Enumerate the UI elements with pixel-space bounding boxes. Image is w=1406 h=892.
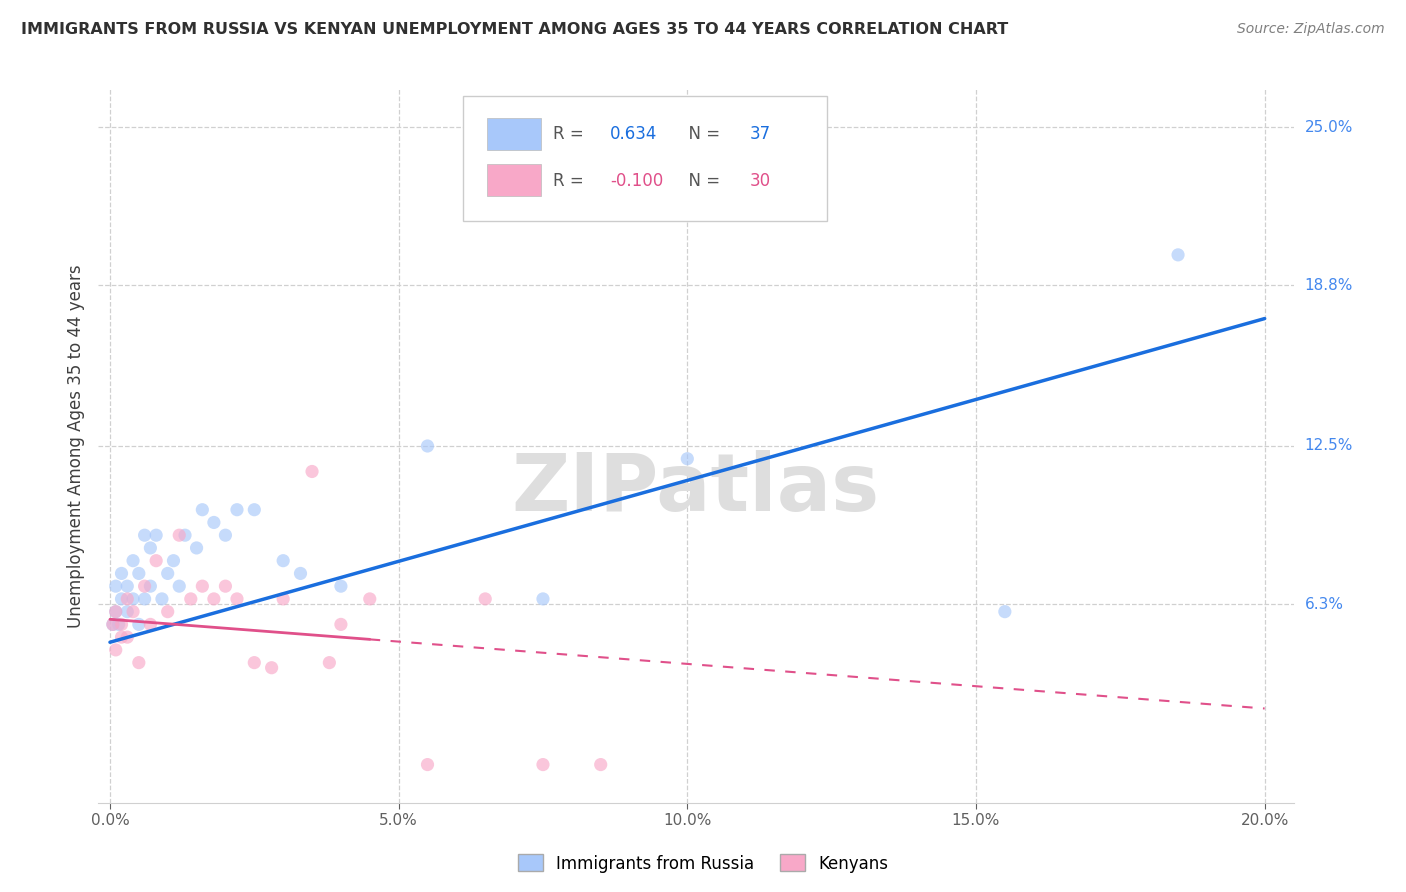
Point: [156, 605, 179, 619]
Point: [104, 643, 127, 657]
Point: [104, 605, 127, 619]
Point: [589, 197, 612, 211]
Text: 18.8%: 18.8%: [1305, 278, 1353, 293]
Point: [128, 617, 150, 632]
Point: [243, 656, 266, 670]
Text: 30: 30: [749, 171, 770, 189]
Point: [139, 541, 162, 555]
Point: [318, 656, 340, 670]
Point: [301, 465, 323, 479]
FancyBboxPatch shape: [486, 118, 540, 150]
Point: [191, 502, 214, 516]
Legend: Immigrants from Russia, Kenyans: Immigrants from Russia, Kenyans: [512, 847, 894, 880]
FancyBboxPatch shape: [486, 164, 540, 196]
Point: [174, 528, 197, 542]
Point: [290, 566, 312, 581]
Point: [271, 554, 294, 568]
Point: [122, 591, 145, 606]
Text: R =: R =: [553, 171, 589, 189]
Text: 0.634: 0.634: [610, 125, 657, 143]
Text: N =: N =: [678, 171, 725, 189]
Point: [107, 617, 129, 632]
Point: [416, 757, 439, 772]
Point: [359, 591, 381, 606]
Text: 12.5%: 12.5%: [1305, 439, 1353, 453]
Point: [117, 579, 139, 593]
Point: [531, 591, 554, 606]
Point: [589, 757, 612, 772]
Point: [122, 605, 145, 619]
Point: [180, 591, 202, 606]
Point: [110, 566, 132, 581]
Point: [156, 566, 179, 581]
Point: [122, 554, 145, 568]
Point: [1167, 248, 1189, 262]
FancyBboxPatch shape: [463, 96, 827, 221]
Point: [186, 541, 208, 555]
Point: [329, 617, 352, 632]
Point: [150, 591, 173, 606]
Point: [101, 617, 124, 632]
Point: [134, 528, 156, 542]
Point: [128, 566, 150, 581]
Point: [214, 528, 236, 542]
Point: [994, 605, 1017, 619]
Text: 25.0%: 25.0%: [1305, 120, 1353, 135]
Point: [134, 579, 156, 593]
Point: [139, 617, 162, 632]
Point: [271, 591, 294, 606]
Point: [128, 656, 150, 670]
Point: [167, 579, 190, 593]
Text: 37: 37: [749, 125, 770, 143]
Text: Source: ZipAtlas.com: Source: ZipAtlas.com: [1237, 22, 1385, 37]
Point: [202, 591, 225, 606]
Y-axis label: Unemployment Among Ages 35 to 44 years: Unemployment Among Ages 35 to 44 years: [66, 264, 84, 628]
Point: [214, 579, 236, 593]
Point: [162, 554, 184, 568]
Text: ZIPatlas: ZIPatlas: [512, 450, 880, 528]
Point: [139, 579, 162, 593]
Point: [145, 554, 167, 568]
Point: [104, 579, 127, 593]
Text: -0.100: -0.100: [610, 171, 664, 189]
Point: [101, 617, 124, 632]
Point: [110, 617, 132, 632]
Point: [117, 591, 139, 606]
Text: N =: N =: [678, 125, 725, 143]
Point: [226, 591, 249, 606]
Point: [676, 451, 699, 466]
Point: [202, 516, 225, 530]
Point: [531, 757, 554, 772]
Text: IMMIGRANTS FROM RUSSIA VS KENYAN UNEMPLOYMENT AMONG AGES 35 TO 44 YEARS CORRELAT: IMMIGRANTS FROM RUSSIA VS KENYAN UNEMPLO…: [21, 22, 1008, 37]
Point: [226, 502, 249, 516]
Point: [416, 439, 439, 453]
Point: [474, 591, 496, 606]
Point: [243, 502, 266, 516]
Point: [191, 579, 214, 593]
Point: [104, 605, 127, 619]
Point: [167, 528, 190, 542]
Text: R =: R =: [553, 125, 589, 143]
Point: [117, 605, 139, 619]
Point: [110, 630, 132, 644]
Point: [260, 661, 283, 675]
Point: [329, 579, 352, 593]
Point: [145, 528, 167, 542]
Point: [110, 591, 132, 606]
Point: [134, 591, 156, 606]
Point: [117, 630, 139, 644]
Text: 6.3%: 6.3%: [1305, 597, 1344, 612]
